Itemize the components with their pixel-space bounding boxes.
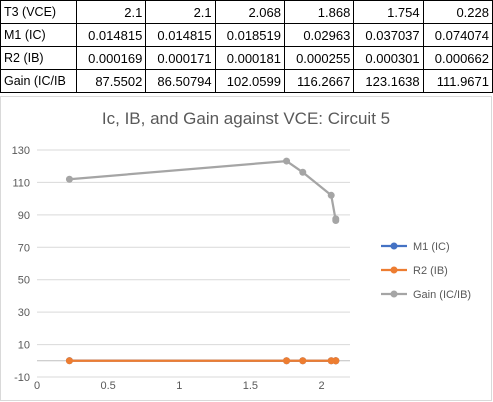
chart: Ic, IB, and Gain against VCE: Circuit 5 -… — [0, 96, 492, 401]
legend-label: Gain (IC/IB) — [413, 289, 471, 301]
table-cell[interactable]: 0.037037 — [353, 23, 424, 47]
y-tick-label: 10 — [18, 340, 30, 352]
table-cell[interactable]: 0.018519 — [214, 23, 285, 47]
legend-swatch-marker — [390, 290, 398, 298]
chart-border — [0, 96, 492, 401]
table-cell[interactable]: 0.000301 — [353, 46, 424, 70]
table-row: R2 (IB) 0.000169 0.000171 0.000181 0.000255 0… — [0, 46, 493, 70]
legend-label: M1 (IC) — [413, 241, 450, 253]
data-table: T3 (VCE) 2.1 2.1 2.068 1.868 1.754 0.228 M1 (IC… — [0, 0, 493, 93]
data-point — [65, 175, 73, 183]
table-cell[interactable]: 1.754 — [353, 0, 424, 24]
table-cell[interactable]: 123.1638 — [353, 69, 424, 93]
table-row: Gain (IC/IB 87.5502 86.50794 102.0599 116.26… — [0, 69, 493, 93]
table-cell[interactable]: 0.014815 — [145, 23, 216, 47]
table-cell[interactable]: 87.5502 — [75, 69, 147, 93]
table-cell[interactable]: 86.50794 — [145, 69, 216, 93]
data-point — [327, 191, 335, 199]
table-cell[interactable]: 0.014815 — [75, 23, 147, 47]
table-cell[interactable]: 102.0599 — [214, 69, 285, 93]
table-cell[interactable]: 0.02963 — [283, 23, 355, 47]
table-row: M1 (IC) 0.014815 0.014815 0.018519 0.02963 0.… — [0, 23, 493, 47]
table-cell[interactable]: 116.2667 — [283, 69, 355, 93]
x-tick-label: 1.5 — [243, 380, 258, 392]
data-point — [299, 357, 307, 365]
data-point — [283, 357, 291, 365]
x-tick-label: 1 — [176, 380, 182, 392]
row-label[interactable]: R2 (IB) — [0, 46, 77, 70]
y-tick-label: -10 — [14, 372, 30, 384]
table-cell[interactable]: 0.000255 — [283, 46, 355, 70]
x-tick-label: 2 — [318, 380, 324, 392]
table-cell[interactable]: 0.000171 — [145, 46, 216, 70]
table-cell[interactable]: 0.000662 — [422, 46, 493, 70]
data-point — [299, 168, 307, 176]
y-tick-label: 110 — [12, 177, 30, 189]
table-cell[interactable]: 0.000181 — [214, 46, 285, 70]
y-tick-label: 50 — [18, 275, 30, 287]
data-point — [332, 217, 340, 225]
table-cell[interactable]: 2.1 — [75, 0, 147, 24]
legend-swatch-marker — [390, 266, 398, 274]
y-tick-label: 30 — [18, 307, 30, 319]
row-label[interactable]: T3 (VCE) — [0, 0, 77, 24]
data-point — [283, 157, 291, 165]
row-label[interactable]: Gain (IC/IB — [0, 69, 77, 93]
data-point — [327, 357, 335, 365]
table-cell[interactable]: 0.000169 — [75, 46, 147, 70]
table-cell[interactable]: 1.868 — [283, 0, 355, 24]
table-cell[interactable]: 2.1 — [145, 0, 216, 24]
data-point — [65, 357, 73, 365]
table-cell[interactable]: 2.068 — [214, 0, 285, 24]
x-tick-label: 0.5 — [100, 380, 115, 392]
legend-swatch-marker — [390, 242, 398, 250]
y-tick-label: 130 — [12, 145, 30, 157]
table-row: T3 (VCE) 2.1 2.1 2.068 1.868 1.754 0.228 — [0, 0, 493, 24]
row-label[interactable]: M1 (IC) — [0, 23, 77, 47]
legend-label: R2 (IB) — [413, 265, 448, 277]
y-tick-label: 90 — [18, 210, 30, 222]
x-tick-label: 0 — [34, 380, 40, 392]
table-cell[interactable]: 0.074074 — [422, 23, 493, 47]
y-tick-label: 70 — [18, 242, 30, 254]
chart-title: Ic, IB, and Gain against VCE: Circuit 5 — [102, 109, 390, 128]
table-cell[interactable]: 111.9671 — [422, 69, 493, 93]
table-cell[interactable]: 0.228 — [422, 0, 493, 24]
